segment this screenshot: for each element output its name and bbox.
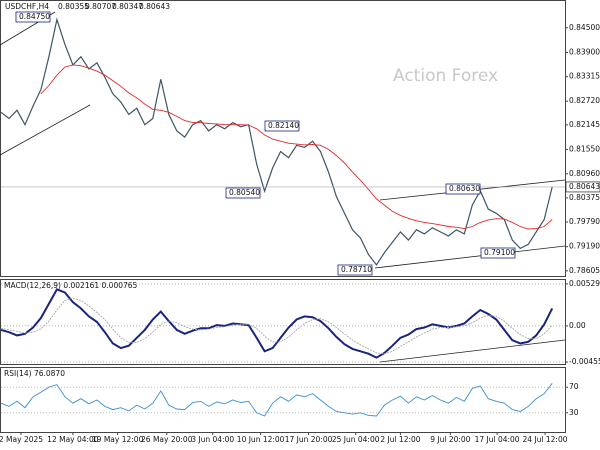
last-price-box	[565, 181, 600, 193]
ohlc-open: 0.80355	[58, 2, 89, 11]
y-tick-label: 0.80375	[569, 193, 600, 202]
ohlc-high: 0.80707	[85, 2, 116, 11]
annotation-box	[15, 11, 51, 23]
x-tick-label: 2 May 2025	[0, 435, 43, 444]
annotation-box	[264, 120, 300, 132]
panel-title: RSI(14) 76.0870	[4, 369, 65, 378]
x-tick-label: 26 May 20:00	[141, 435, 193, 444]
series-line	[0, 288, 554, 359]
x-tick-label: 2 Jul 12:00	[380, 435, 420, 444]
y-tick-label: 0.79190	[569, 242, 600, 251]
x-tick-label: 10 Jun 12:00	[237, 435, 285, 444]
y-tick-label: 0.82145	[569, 120, 600, 129]
y-tick-label: 0.81550	[569, 144, 600, 153]
annotation: 0.78710	[341, 265, 372, 274]
y-tick-label: 0.83900	[569, 48, 600, 57]
x-tick-label: 12 May 04:00	[47, 435, 99, 444]
annotation: 0.80630	[449, 184, 480, 193]
x-tick-label: 19 May 12:00	[92, 435, 144, 444]
annotation: 0.84750	[19, 12, 50, 21]
trend-line	[0, 104, 91, 156]
y-tick-label: -0.004557	[569, 357, 600, 366]
series-line	[0, 297, 553, 355]
annotation: 0.82140	[268, 121, 299, 130]
y-tick-label: 0.83315	[569, 72, 600, 81]
annotation-box	[337, 264, 373, 276]
x-tick-label: 9 Jul 20:00	[430, 435, 470, 444]
series-line	[40, 64, 553, 230]
x-tick-label: 17 Jul 04:00	[475, 435, 520, 444]
y-tick-label: 30	[569, 408, 579, 417]
macd-panel	[0, 279, 566, 365]
trend-line	[374, 245, 566, 269]
annotation: 0.80540	[229, 188, 260, 197]
x-tick-label: 24 Jul 12:00	[523, 435, 568, 444]
annotation-box	[445, 183, 481, 195]
annotation: 0.79100	[484, 248, 515, 257]
y-tick-label: 70	[569, 382, 579, 391]
y-tick-label: 0.00	[569, 321, 586, 330]
symbol: USDCHF,H4	[5, 2, 49, 11]
y-tick-label: 0.78605	[569, 266, 600, 275]
annotation-box	[225, 187, 261, 199]
x-tick-label: 3 Jun 04:00	[191, 435, 234, 444]
last-price-label: 0.80643	[569, 182, 600, 191]
rsi-panel	[0, 367, 566, 433]
series-line	[0, 383, 553, 417]
y-tick-label: 0.84500	[569, 23, 600, 32]
annotation-box	[480, 247, 516, 259]
ohlc-close: 0.80643	[139, 2, 170, 11]
panel-title: MACD(12,26,9) 0.002161 0.000765	[4, 281, 138, 290]
x-tick-label: 25 Jun 04:00	[332, 435, 380, 444]
trend-line	[379, 339, 566, 363]
price-panel	[0, 0, 566, 277]
y-tick-label: 0.79790	[569, 217, 600, 226]
series-line	[0, 17, 553, 266]
y-tick-label: 0.82720	[569, 96, 600, 105]
ohlc-low: 0.80347	[112, 2, 143, 11]
y-tick-label: 0.00529	[569, 279, 600, 288]
watermark: Action Forex	[393, 66, 498, 86]
x-tick-label: 17 Jun 20:00	[285, 435, 333, 444]
y-tick-label: 0.80960	[569, 169, 600, 178]
